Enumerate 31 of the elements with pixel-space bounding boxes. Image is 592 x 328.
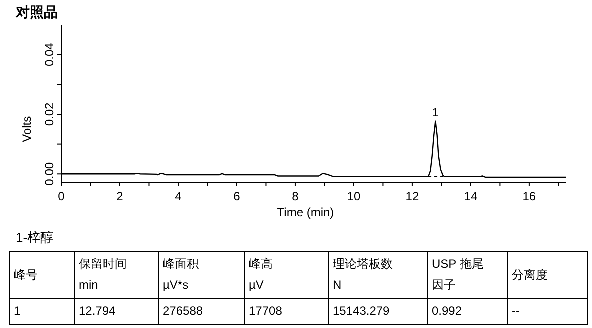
text: 1-梓醇 bbox=[16, 229, 54, 247]
text: USP 拖尾因子 bbox=[428, 252, 508, 298]
x-tick-label: 10 bbox=[347, 190, 361, 204]
x-tick-label: 4 bbox=[175, 190, 182, 204]
x-tick-label: 6 bbox=[234, 190, 241, 204]
text: 0.992 bbox=[428, 298, 508, 324]
chart-title: 对照品 bbox=[15, 4, 58, 20]
text: 17708 bbox=[244, 298, 328, 324]
x-tick-label: 8 bbox=[292, 190, 300, 204]
x-tick-label: 14 bbox=[464, 190, 478, 204]
text: 分离度 bbox=[508, 252, 588, 298]
text: 1 bbox=[10, 298, 74, 324]
y-tick-label: 0.02 bbox=[42, 102, 56, 126]
text: 15143.279 bbox=[328, 298, 428, 324]
y-tick-label: 0.00 bbox=[42, 162, 56, 186]
text: 12.794 bbox=[74, 298, 158, 324]
text: 保留时间 min bbox=[74, 252, 158, 298]
annotation: 1 bbox=[432, 105, 440, 120]
text: 276588 bbox=[158, 298, 244, 324]
text: -- bbox=[508, 298, 588, 324]
x-tick-label: 16 bbox=[522, 190, 536, 204]
x-tick-label: 0 bbox=[58, 190, 66, 204]
y-axis-title: Volts bbox=[20, 116, 34, 142]
x-axis-title: Time (min) bbox=[277, 206, 334, 220]
text: 峰号 bbox=[10, 252, 74, 298]
x-tick-label: 12 bbox=[406, 190, 420, 204]
text: 峰高 µV bbox=[244, 252, 328, 298]
text: 理论塔板数 N bbox=[328, 252, 428, 298]
text: 峰面积 µV*s bbox=[158, 252, 244, 298]
x-tick-label: 2 bbox=[116, 190, 124, 204]
y-tick-label: 0.04 bbox=[42, 42, 56, 67]
